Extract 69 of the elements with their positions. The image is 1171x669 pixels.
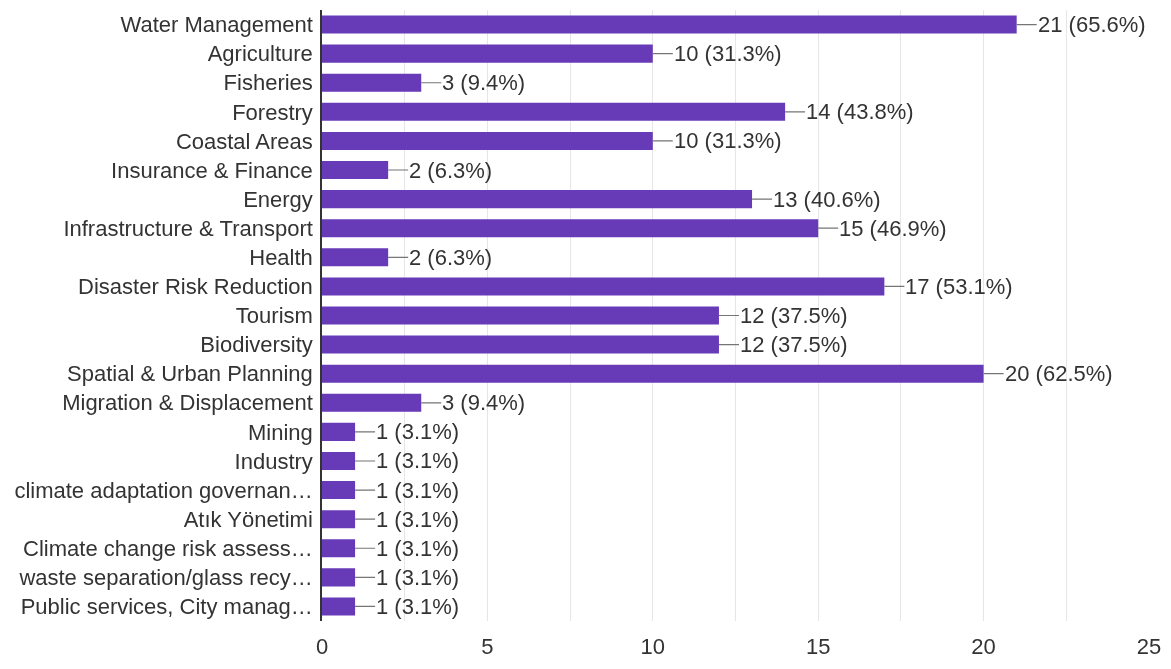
data-label: 21 (65.6%)	[1038, 12, 1146, 37]
bar	[322, 335, 719, 354]
y-tick-label: Insurance & Finance	[111, 157, 313, 183]
y-tick-label: Forestry	[232, 99, 313, 125]
bar	[322, 364, 984, 383]
y-tick-label: Infrastructure & Transport	[63, 215, 313, 241]
y-tick-label: Atık Yönetimi	[183, 506, 313, 532]
data-label: 12 (37.5%)	[740, 303, 848, 328]
data-label: 15 (46.9%)	[839, 216, 947, 241]
x-tick-label: 10	[640, 634, 666, 659]
bar	[322, 248, 389, 267]
bar	[322, 44, 653, 63]
bar	[322, 277, 885, 296]
bar	[322, 481, 356, 500]
bar	[322, 102, 786, 121]
data-label: 10 (31.3%)	[674, 128, 782, 153]
bar	[322, 15, 1017, 34]
data-label: 1 (3.1%)	[376, 419, 460, 444]
data-label: 20 (62.5%)	[1005, 361, 1113, 386]
bar	[322, 597, 356, 616]
y-tick-label: Climate change risk assess…	[23, 535, 313, 561]
x-tick-label: 20	[971, 634, 996, 659]
bar	[322, 190, 753, 209]
data-label: 12 (37.5%)	[740, 332, 848, 357]
bar	[322, 510, 356, 529]
y-tick-label: Agriculture	[207, 41, 313, 67]
bar	[322, 131, 653, 150]
y-tick-label: Disaster Risk Reduction	[78, 274, 313, 300]
data-label: 1 (3.1%)	[376, 448, 460, 473]
y-tick-label: Public services, City manag…	[20, 594, 313, 620]
bar	[322, 422, 356, 441]
data-label: 1 (3.1%)	[376, 507, 460, 532]
y-tick-label: Spatial & Urban Planning	[67, 361, 313, 387]
y-tick-label: Mining	[248, 419, 313, 445]
bar	[322, 539, 356, 558]
y-tick-label: Water Management	[120, 12, 313, 38]
x-tick-label: 25	[1136, 634, 1162, 659]
data-label: 10 (31.3%)	[674, 41, 782, 66]
y-tick-label: waste separation/glass recy…	[18, 565, 313, 591]
data-label: 13 (40.6%)	[773, 187, 881, 212]
bar	[322, 219, 819, 238]
y-tick-label: climate adaptation governan…	[14, 477, 313, 503]
y-tick-label: Coastal Areas	[175, 128, 313, 154]
data-label: 17 (53.1%)	[905, 274, 1013, 299]
data-label: 1 (3.1%)	[376, 594, 460, 619]
data-label: 1 (3.1%)	[376, 536, 460, 561]
bar	[322, 73, 422, 92]
y-tick-label: Industry	[234, 448, 313, 474]
y-tick-label: Fisheries	[223, 70, 313, 96]
x-tick-label: 15	[805, 634, 831, 659]
data-label: 3 (9.4%)	[442, 390, 526, 415]
bar	[322, 451, 356, 470]
y-tick-label: Tourism	[235, 303, 313, 329]
data-label: 3 (9.4%)	[442, 70, 526, 95]
x-tick-label: 0	[315, 634, 329, 659]
data-label: 14 (43.8%)	[806, 99, 914, 124]
bar	[322, 568, 356, 587]
y-tick-label: Biodiversity	[200, 332, 313, 358]
y-tick-label: Health	[249, 245, 313, 271]
data-label: 2 (6.3%)	[409, 245, 493, 270]
bar	[322, 306, 719, 325]
bar	[322, 393, 422, 412]
x-tick-label: 5	[481, 634, 494, 659]
bar	[322, 161, 389, 180]
data-label: 1 (3.1%)	[376, 478, 460, 503]
data-label: 2 (6.3%)	[409, 158, 493, 183]
y-tick-label: Energy	[243, 186, 313, 212]
y-tick-label: Migration & Displacement	[62, 390, 313, 416]
data-label: 1 (3.1%)	[376, 565, 460, 590]
